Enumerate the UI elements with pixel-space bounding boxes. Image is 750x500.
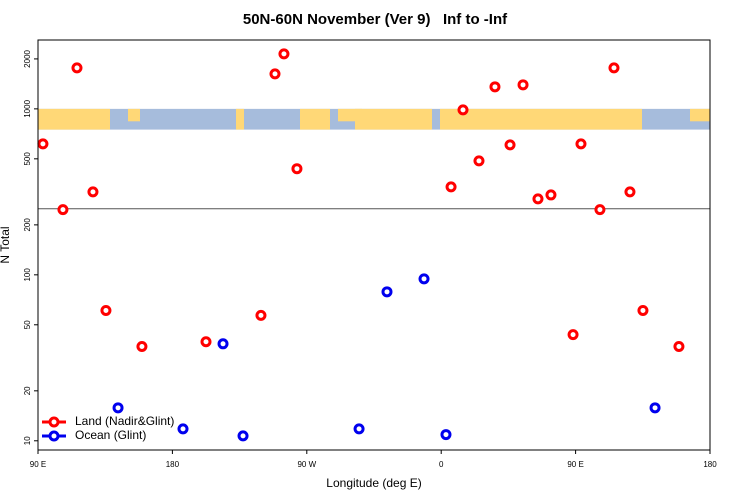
legend-label: Land (Nadir&Glint) — [75, 414, 174, 428]
y-axis-label: N Total — [0, 226, 12, 263]
map-land — [300, 108, 330, 130]
map-land — [236, 108, 244, 130]
plot-frame — [37, 39, 711, 451]
point — [457, 104, 469, 116]
chart-title: 50N-60N November (Ver 9) Inf to -Inf — [243, 11, 508, 28]
point — [136, 340, 148, 352]
point — [291, 163, 303, 175]
point — [217, 338, 229, 350]
point — [100, 304, 112, 316]
plot — [37, 48, 710, 442]
point — [445, 181, 457, 193]
x-tick-label: 90 E — [567, 460, 583, 469]
map-land — [440, 108, 642, 130]
point — [517, 79, 529, 91]
point — [545, 189, 557, 201]
point — [237, 430, 249, 442]
point — [87, 186, 99, 198]
point — [255, 309, 267, 321]
point — [504, 139, 516, 151]
x-axis-label: Longitude (deg E) — [326, 476, 421, 490]
point — [624, 186, 636, 198]
legend-marker — [48, 416, 60, 428]
point — [649, 402, 661, 414]
x-tick-label: 0 — [439, 460, 444, 469]
point — [37, 138, 49, 150]
point — [278, 48, 290, 60]
x-tick-label: 180 — [166, 460, 180, 469]
point — [418, 273, 430, 285]
point — [575, 138, 587, 150]
point — [608, 62, 620, 74]
point — [112, 402, 124, 414]
point — [673, 340, 685, 352]
point — [71, 62, 83, 74]
y-tick-label: 10 — [23, 436, 32, 445]
point — [57, 204, 69, 216]
point — [473, 155, 485, 167]
x-tick-label: 180 — [703, 460, 717, 469]
x-tick-label: 90 E — [30, 460, 46, 469]
point — [489, 81, 501, 93]
point — [353, 423, 365, 435]
y-tick-label: 1000 — [23, 99, 32, 117]
map-land — [690, 108, 710, 122]
map-land — [355, 108, 432, 130]
point — [177, 423, 189, 435]
point — [594, 204, 606, 216]
point — [381, 286, 393, 298]
y-tick-label: 2000 — [23, 49, 32, 67]
y-tick-label: 200 — [23, 218, 32, 232]
legend-marker — [48, 430, 60, 442]
y-tick-label: 50 — [23, 320, 32, 329]
map-band — [38, 108, 710, 130]
point — [440, 429, 452, 441]
map-land — [128, 108, 140, 122]
point — [200, 336, 212, 348]
map-land — [38, 108, 110, 130]
point — [269, 68, 281, 80]
legend-label: Ocean (Glint) — [75, 428, 146, 442]
point — [567, 329, 579, 341]
point — [532, 193, 544, 205]
point — [637, 304, 649, 316]
y-tick-label: 100 — [23, 268, 32, 282]
x-tick-label: 90 W — [297, 460, 316, 469]
y-tick-label: 500 — [23, 152, 32, 166]
y-tick-label: 20 — [23, 386, 32, 395]
